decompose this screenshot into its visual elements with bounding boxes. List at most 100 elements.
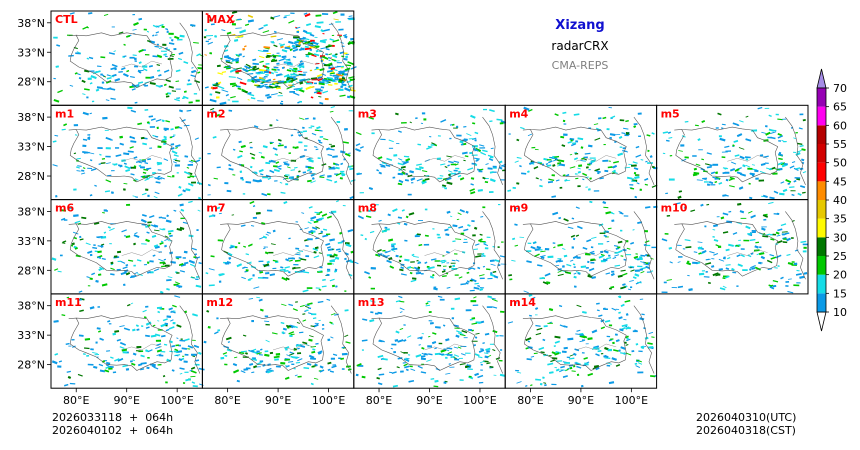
echo-m12-136 — [330, 336, 334, 339]
echo-MAX-194 — [327, 84, 333, 86]
echo-m5-187 — [778, 151, 782, 155]
echo-m4-122 — [569, 166, 576, 169]
echo-m9-167 — [591, 276, 597, 279]
echo-m1-50 — [82, 111, 90, 116]
echo-m2-58 — [265, 161, 271, 165]
echo-m8-114 — [391, 245, 395, 248]
echo-m5-111 — [702, 178, 707, 181]
echo-m1-187 — [173, 158, 178, 161]
echo-m11-178 — [119, 346, 125, 349]
panel-label-CTL: CTL — [55, 13, 78, 26]
echo-m13-162 — [377, 311, 383, 315]
echo-CTL-113 — [175, 88, 181, 90]
echo-m10-150 — [669, 261, 673, 264]
lat-tick-label-2-1: 33°N — [17, 235, 45, 248]
colorbar-segment-6 — [817, 200, 826, 219]
echo-m14-111 — [620, 352, 626, 355]
echo-m3-136 — [478, 170, 483, 173]
echo-m6-40 — [62, 240, 67, 243]
echo-CTL-6 — [145, 76, 151, 79]
echo-MAX-71 — [292, 48, 299, 52]
echo-m10-46 — [787, 290, 794, 294]
echo-MAX-249 — [266, 95, 272, 99]
lon-tick-label-0-2: 100°E — [160, 394, 193, 407]
echo-MAX-443 — [311, 40, 319, 46]
echo-m5-124 — [799, 113, 804, 116]
echo-m3-17 — [442, 177, 448, 181]
boundary-CTL — [68, 32, 173, 88]
echo-m10-189 — [742, 269, 748, 271]
echo-m2-150 — [303, 145, 308, 147]
echo-m8-43 — [384, 226, 388, 229]
echo-m5-162 — [745, 158, 749, 161]
echo-m8-28 — [484, 247, 489, 250]
echo-m6-94 — [133, 242, 137, 246]
echo-m9-57 — [602, 258, 608, 262]
colorbar-extend-max — [816, 68, 827, 89]
echo-m4-46 — [594, 168, 601, 172]
echo-m7-87 — [296, 252, 301, 254]
panel-m6: m6 — [50, 199, 203, 295]
echo-m9-79 — [544, 248, 550, 251]
echo-m11-68 — [123, 327, 131, 331]
echo-m1-84 — [73, 188, 77, 191]
echo-m7-125 — [248, 243, 253, 247]
echo-MAX-316 — [298, 63, 303, 67]
echo-m6-135 — [173, 209, 177, 212]
echo-MAX-467 — [247, 80, 252, 82]
echo-m5-70 — [724, 168, 729, 170]
echo-MAX-34 — [297, 70, 303, 73]
echo-m5-147 — [698, 149, 703, 151]
echo-m12-127 — [290, 333, 295, 335]
echo-m12-161 — [250, 349, 255, 353]
colorbar-segment-9 — [817, 144, 826, 163]
echo-MAX-416 — [229, 20, 235, 24]
echo-m5-56 — [791, 193, 795, 197]
panel-label-m14: m14 — [509, 296, 536, 309]
echo-m13-176 — [471, 329, 474, 332]
echo-m13-167 — [467, 368, 473, 370]
echo-MAX-45 — [319, 39, 327, 44]
echo-m2-91 — [335, 166, 340, 170]
echo-MAX-95 — [219, 101, 227, 106]
echo-m8-153 — [436, 233, 440, 236]
echo-m5-48 — [697, 138, 701, 142]
echo-m5-61 — [751, 175, 754, 177]
echo-m5-102 — [725, 150, 732, 152]
echo-MAX-212 — [245, 63, 251, 68]
echo-MAX-37 — [225, 93, 230, 97]
echo-m8-70 — [369, 208, 376, 213]
echo-m4-56 — [647, 162, 654, 164]
echo-m5-53 — [662, 152, 666, 155]
echo-m7-86 — [301, 212, 305, 214]
echo-m11-153 — [187, 348, 191, 350]
echo-m7-26 — [322, 278, 326, 281]
echo-m6-4 — [85, 242, 91, 246]
echo-CTL-103 — [131, 84, 136, 87]
echo-m7-69 — [255, 211, 261, 215]
echo-m8-148 — [460, 283, 467, 286]
echo-m11-91 — [87, 363, 94, 366]
echo-m11-49 — [156, 353, 162, 357]
echo-m8-104 — [459, 208, 465, 213]
echo-m8-21 — [413, 266, 420, 271]
echo-MAX-46 — [257, 100, 264, 102]
echo-m3-8 — [441, 186, 445, 188]
echo-m13-102 — [427, 345, 432, 348]
echo-m8-137 — [443, 265, 447, 267]
echo-m10-93 — [712, 229, 716, 231]
echo-m7-181 — [341, 239, 345, 243]
echo-m11-35 — [136, 346, 142, 349]
echo-m5-55 — [703, 181, 709, 183]
echo-m3-139 — [410, 177, 416, 181]
panel-m4: m4 — [504, 104, 658, 201]
echo-m9-45 — [644, 240, 650, 244]
echo-m9-91 — [530, 246, 536, 250]
echo-m12-72 — [297, 375, 302, 378]
echo-m10-158 — [751, 231, 756, 233]
echo-m8-85 — [388, 256, 393, 261]
echo-m4-33 — [582, 178, 585, 181]
echo-m4-37 — [562, 119, 566, 123]
echo-m9-173 — [572, 263, 576, 266]
echo-m3-91 — [489, 178, 496, 183]
